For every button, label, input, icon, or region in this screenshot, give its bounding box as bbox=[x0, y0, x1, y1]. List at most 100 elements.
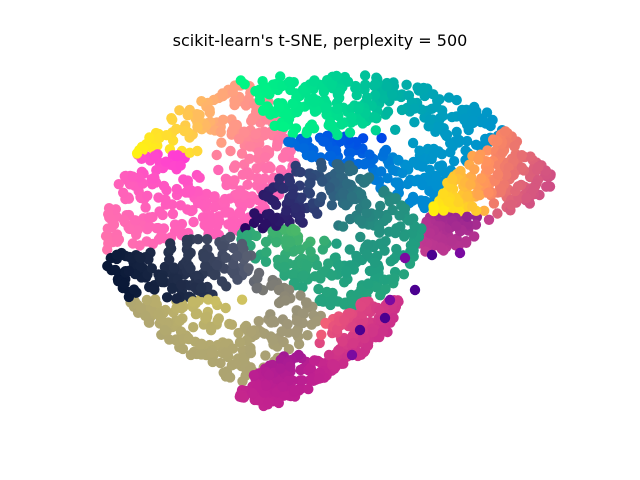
scatter-point bbox=[294, 210, 306, 221]
scatter-point bbox=[277, 381, 288, 392]
scatter-point bbox=[263, 397, 274, 408]
scatter-point bbox=[275, 71, 286, 82]
scatter-point bbox=[516, 150, 527, 161]
scatter-point bbox=[113, 179, 125, 190]
scatter-point bbox=[165, 238, 176, 249]
scatter-point bbox=[292, 235, 304, 246]
scatter-point bbox=[140, 202, 151, 213]
scatter-point bbox=[541, 181, 552, 192]
scatter-point bbox=[492, 208, 503, 219]
scatter-point bbox=[258, 104, 270, 115]
scatter-point bbox=[323, 120, 334, 131]
scatter-point bbox=[447, 173, 458, 185]
scatter-point bbox=[175, 303, 187, 314]
scatter-point bbox=[325, 150, 337, 162]
scatter-point bbox=[431, 101, 442, 113]
scatter-point bbox=[267, 315, 279, 326]
scatter-point bbox=[285, 145, 296, 156]
scatter-point bbox=[321, 286, 333, 298]
scatter-point bbox=[361, 207, 372, 219]
scatter-point bbox=[260, 128, 271, 139]
scatter-point bbox=[320, 317, 331, 329]
scatter-point bbox=[461, 237, 472, 248]
scatter-point bbox=[248, 370, 260, 381]
scatter-point bbox=[359, 70, 371, 81]
scatter-point bbox=[308, 122, 319, 134]
scatter-point bbox=[135, 252, 146, 264]
scatter-point bbox=[391, 243, 402, 255]
scatter-point bbox=[297, 84, 309, 95]
scatter-point bbox=[470, 219, 482, 230]
scatter-point bbox=[144, 221, 155, 232]
scatter-point bbox=[309, 355, 320, 366]
scatter-point bbox=[402, 178, 413, 190]
scatter-point bbox=[316, 191, 327, 203]
scatter-point bbox=[373, 208, 384, 219]
scatter-point bbox=[142, 190, 153, 201]
scatter-point bbox=[508, 169, 519, 181]
scatter-point bbox=[171, 293, 182, 304]
scatter-point bbox=[374, 305, 385, 316]
scatter-point bbox=[234, 337, 246, 348]
scatter-point bbox=[171, 151, 182, 162]
scatter-point bbox=[387, 164, 398, 176]
scatter-point bbox=[171, 183, 182, 195]
scatter-point bbox=[253, 394, 265, 406]
scatter-point bbox=[435, 242, 446, 253]
scatter-point bbox=[409, 103, 420, 114]
scatter-point bbox=[263, 369, 275, 381]
scatter-point bbox=[298, 143, 310, 154]
scatter-point bbox=[376, 166, 387, 177]
scatter-point bbox=[236, 148, 248, 159]
scatter-point bbox=[167, 208, 179, 220]
scatter-point bbox=[453, 134, 465, 146]
scatter-point bbox=[355, 215, 366, 227]
scatter-point bbox=[368, 111, 380, 123]
scatter-point bbox=[130, 215, 141, 226]
scatter-point bbox=[228, 242, 239, 254]
scatter-point bbox=[230, 160, 241, 171]
scatter-point bbox=[289, 385, 300, 396]
scatter-point bbox=[333, 261, 345, 272]
scatter-point bbox=[512, 181, 524, 192]
scatter-point bbox=[392, 177, 404, 188]
scatter-point bbox=[336, 119, 347, 130]
scatter-point bbox=[134, 240, 145, 251]
scatter-point bbox=[348, 337, 359, 349]
scatter-point bbox=[353, 103, 364, 115]
scatter-point bbox=[445, 138, 456, 149]
scatter-point bbox=[262, 191, 273, 202]
scatter-point bbox=[202, 234, 213, 245]
scatter-point bbox=[313, 283, 324, 295]
scatter-point bbox=[316, 329, 327, 340]
scatter-point bbox=[371, 282, 382, 293]
scatter-point bbox=[483, 187, 494, 198]
scatter-point bbox=[200, 251, 211, 262]
scatter-point bbox=[217, 114, 229, 126]
scatter-point bbox=[355, 231, 366, 243]
scatter-point bbox=[318, 86, 330, 98]
scatter-point bbox=[220, 347, 232, 358]
scatter-point bbox=[177, 343, 189, 355]
scatter-point bbox=[231, 189, 243, 200]
scatter-point bbox=[108, 219, 120, 230]
scatter-point bbox=[457, 104, 468, 116]
scatter-point bbox=[483, 214, 495, 225]
scatter-point bbox=[354, 324, 366, 336]
scatter-point bbox=[375, 200, 386, 212]
scatter-point bbox=[281, 205, 292, 216]
scatter-point bbox=[417, 179, 428, 191]
scatter-point bbox=[370, 125, 381, 136]
scatter-point bbox=[236, 392, 248, 403]
scatter-point bbox=[164, 254, 175, 265]
scatter-point bbox=[160, 156, 172, 167]
scatter-point bbox=[274, 173, 285, 184]
scatter-point bbox=[462, 191, 473, 202]
scatter-point bbox=[215, 126, 226, 138]
scatter-point bbox=[196, 282, 207, 294]
scatter-point bbox=[309, 271, 321, 282]
scatter-point bbox=[505, 199, 517, 211]
scatter-point bbox=[195, 339, 206, 351]
scatter-point bbox=[209, 191, 220, 202]
